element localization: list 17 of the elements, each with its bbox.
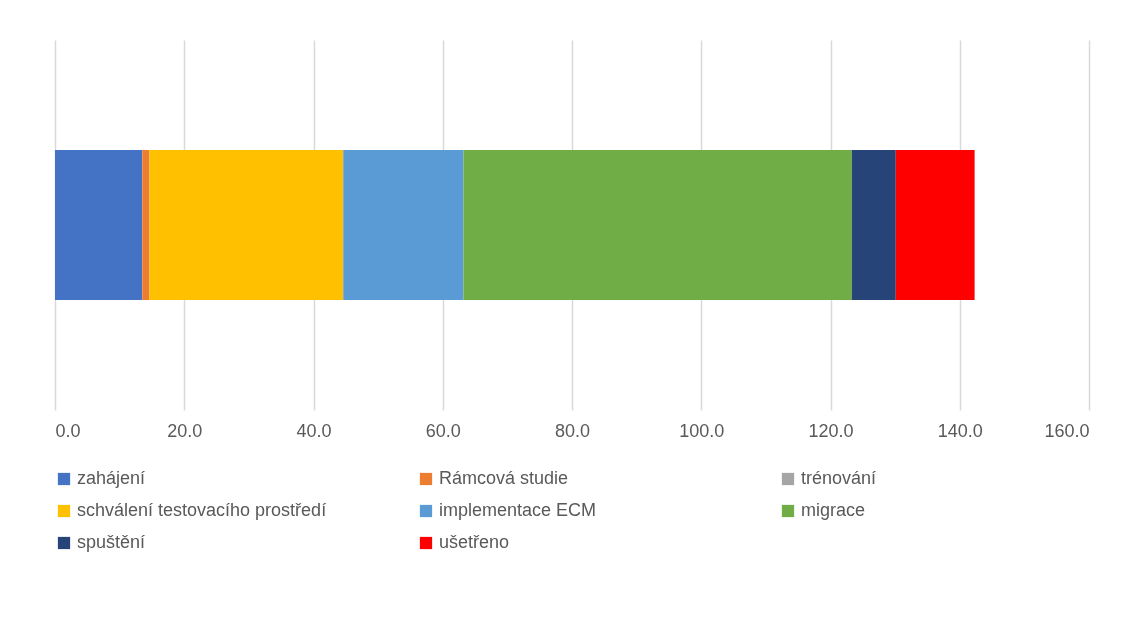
x-tick-label: 20.0 xyxy=(167,420,203,441)
legend-label: migrace xyxy=(801,500,866,520)
legend-label: schválení testovacího prostředí xyxy=(77,500,327,520)
legend-label: ušetřeno xyxy=(439,532,510,552)
x-tick-label: 160.0 xyxy=(1044,420,1090,441)
x-tick-label: 40.0 xyxy=(296,420,332,441)
legend-label: Rámcová studie xyxy=(439,468,569,488)
x-tick-label: 100.0 xyxy=(679,420,725,441)
x-tick-label: 60.0 xyxy=(425,420,461,441)
legend-label: implementace ECM xyxy=(439,500,597,520)
x-tick-label: 140.0 xyxy=(937,420,983,441)
legend-label: spuštění xyxy=(77,532,146,552)
legend-label: trénování xyxy=(801,468,877,488)
x-tick-label: 0.0 xyxy=(55,420,81,441)
x-tick-label: 120.0 xyxy=(808,420,854,441)
x-tick-label: 80.0 xyxy=(554,420,591,441)
legend-label: zahájení xyxy=(77,468,146,488)
